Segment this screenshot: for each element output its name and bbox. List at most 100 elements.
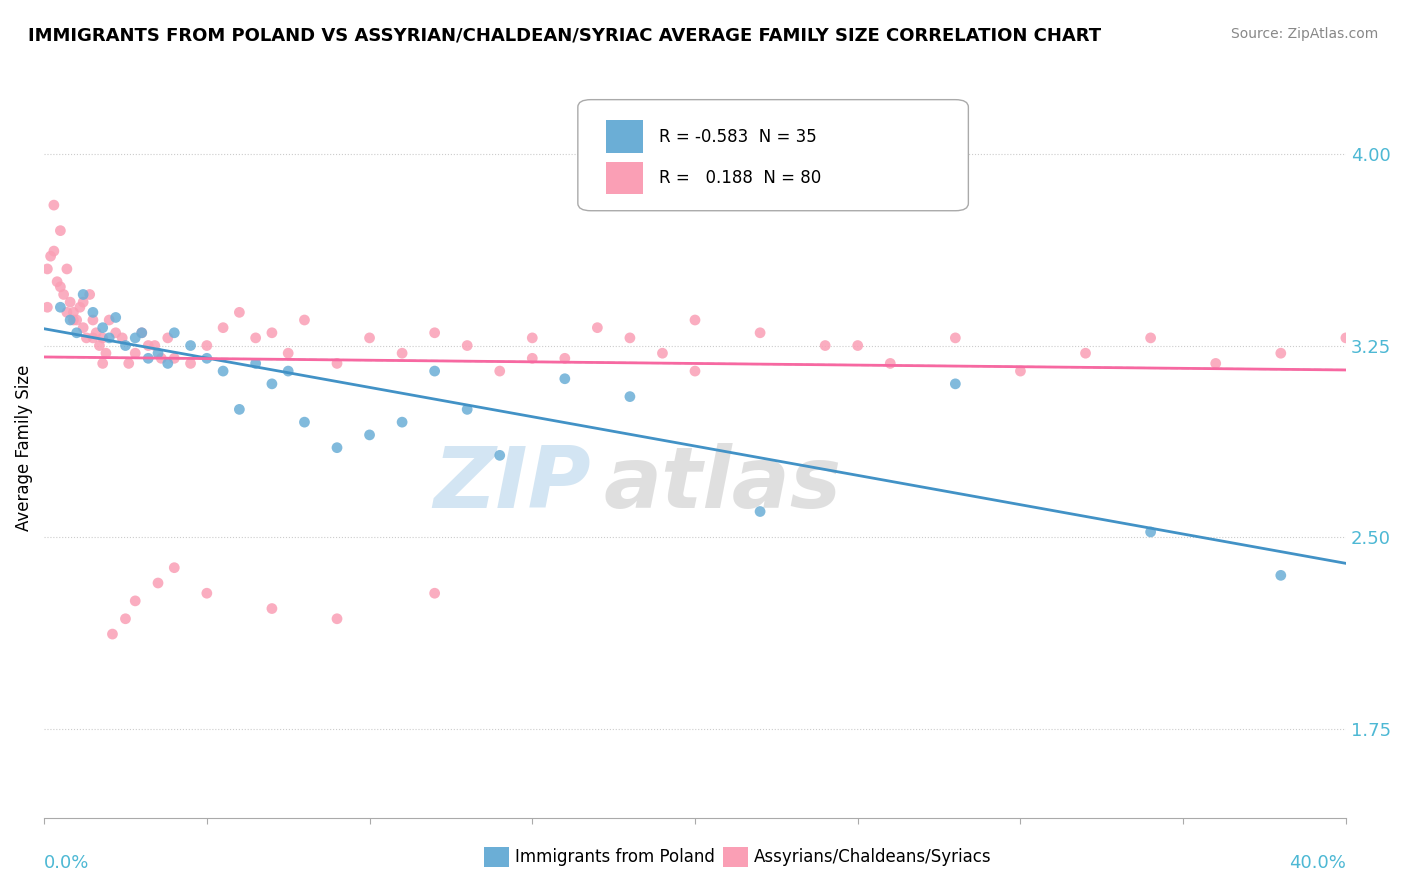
Point (37, 300, 59, 314)
Point (326, 612, 349, 626)
FancyBboxPatch shape (578, 100, 969, 211)
Point (359, 331, 381, 345)
Point (131, 326, 153, 340)
Point (59, 313, 82, 327)
Text: R =   0.188  N = 80: R = 0.188 N = 80 (658, 169, 821, 187)
Point (72, 295, 94, 310)
Point (522, 331, 544, 345)
Point (49, 300, 72, 314)
Point (294, 415, 316, 429)
Point (1074, 346, 1097, 360)
Point (124, 331, 146, 345)
Point (488, 364, 510, 378)
Point (59, 295, 82, 310)
Point (749, 326, 772, 340)
Point (98, 331, 121, 345)
Point (1270, 568, 1292, 582)
Point (62, 313, 84, 327)
Point (391, 415, 413, 429)
Point (846, 338, 869, 352)
Text: atlas: atlas (603, 443, 842, 526)
Point (212, 320, 235, 334)
Point (91, 331, 114, 345)
Point (1334, 331, 1357, 345)
Point (554, 351, 576, 366)
Point (326, 441, 349, 455)
Point (1139, 331, 1161, 345)
Point (72, 320, 94, 334)
Point (1139, 524, 1161, 539)
Point (277, 346, 299, 360)
Point (683, 313, 706, 327)
Point (82, 313, 104, 327)
Point (228, 402, 250, 417)
Point (391, 346, 413, 360)
Point (124, 594, 146, 608)
Point (488, 448, 510, 462)
Point (143, 338, 166, 352)
Text: R = -0.583  N = 35: R = -0.583 N = 35 (658, 128, 817, 145)
Point (42, 244, 65, 258)
Point (1270, 346, 1292, 360)
Point (163, 351, 186, 366)
Point (66, 313, 89, 327)
Point (49, 280, 72, 294)
Point (156, 356, 179, 370)
Point (150, 351, 173, 366)
Text: 40.0%: 40.0% (1289, 854, 1346, 871)
Point (37, 262, 59, 277)
Point (879, 356, 901, 370)
Point (1205, 356, 1227, 370)
Point (66, 326, 89, 340)
Point (423, 364, 446, 378)
Point (277, 364, 299, 378)
Point (118, 356, 141, 370)
Point (84, 326, 107, 340)
Point (163, 560, 186, 574)
Bar (606, 120, 643, 153)
Point (114, 612, 136, 626)
Point (260, 326, 283, 340)
Point (56, 305, 79, 319)
Point (260, 601, 283, 615)
Point (195, 338, 218, 352)
Point (62, 305, 84, 319)
Point (131, 326, 153, 340)
Point (423, 586, 446, 600)
Text: 0.0%: 0.0% (44, 854, 90, 871)
Point (586, 320, 609, 334)
Point (749, 504, 772, 518)
Text: Immigrants from Poland: Immigrants from Poland (515, 848, 714, 866)
Point (156, 331, 179, 345)
Point (683, 364, 706, 378)
Point (456, 338, 478, 352)
Point (619, 390, 641, 404)
Y-axis label: Average Family Size: Average Family Size (15, 365, 32, 531)
Point (619, 331, 641, 345)
Point (39, 249, 62, 263)
Point (46, 275, 69, 289)
Point (943, 376, 966, 391)
Text: Assyrians/Chaldeans/Syriacs: Assyrians/Chaldeans/Syriacs (754, 848, 991, 866)
Point (326, 356, 349, 370)
Point (69, 300, 91, 314)
Point (146, 576, 169, 591)
Point (294, 313, 316, 327)
Bar (606, 161, 643, 194)
Point (89, 338, 111, 352)
Point (943, 331, 966, 345)
Point (114, 338, 136, 352)
Point (101, 627, 124, 641)
Point (72, 287, 94, 301)
Point (814, 338, 837, 352)
Point (98, 313, 121, 327)
Point (136, 338, 159, 352)
Point (245, 331, 267, 345)
Point (260, 376, 283, 391)
Point (136, 351, 159, 366)
Point (42, 198, 65, 212)
Point (146, 346, 169, 360)
Point (91, 356, 114, 370)
Point (212, 364, 235, 378)
Point (124, 346, 146, 360)
